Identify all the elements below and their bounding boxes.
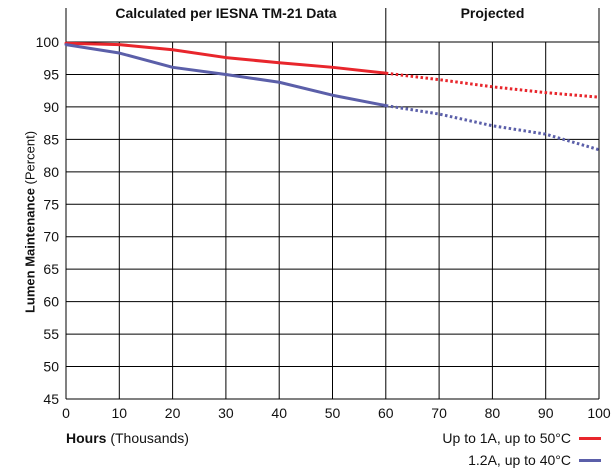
x-tick-label: 10 xyxy=(112,405,128,421)
y-tick-label: 65 xyxy=(43,261,59,277)
series-0-calculated-line xyxy=(64,41,388,75)
x-tick-label: 90 xyxy=(538,405,554,421)
y-tick-label: 75 xyxy=(43,196,59,212)
y-tick-label: 100 xyxy=(36,34,60,50)
x-axis-label-bold: Hours xyxy=(66,430,107,446)
series-lines xyxy=(64,41,600,152)
y-axis-label-bold: Lumen Maintenance xyxy=(22,188,38,314)
series-0-projected-line xyxy=(385,71,600,99)
y-tick-label: 95 xyxy=(43,66,59,82)
y-tick-label: 85 xyxy=(43,131,59,147)
legend-item-1-2a: 1.2A, up to 40°C xyxy=(468,452,601,468)
legend-label-1-2a: 1.2A, up to 40°C xyxy=(468,452,571,468)
legend-label-1a: Up to 1A, up to 50°C xyxy=(442,430,571,446)
x-axis-label-unit: (Thousands) xyxy=(106,430,189,446)
legend-swatch-blue xyxy=(579,458,601,462)
y-tick-label: 90 xyxy=(43,99,59,115)
header-projected: Projected xyxy=(460,5,525,21)
x-tick-label: 70 xyxy=(431,405,447,421)
y-tick-label: 70 xyxy=(43,229,59,245)
x-tick-label: 0 xyxy=(62,405,70,421)
y-axis-label: Lumen Maintenance (Percent) xyxy=(23,131,38,313)
x-axis-label: Hours (Thousands) xyxy=(66,430,189,446)
y-tick-label: 60 xyxy=(43,294,59,310)
y-axis-label-unit: (Percent) xyxy=(22,130,38,189)
x-tick-label: 20 xyxy=(165,405,181,421)
x-tick-label: 50 xyxy=(325,405,341,421)
series-1-projected-line xyxy=(385,104,600,152)
grid xyxy=(65,8,600,400)
header-calculated: Calculated per IESNA TM-21 Data xyxy=(115,5,337,21)
x-tick-label: 40 xyxy=(271,405,287,421)
x-tick-label: 30 xyxy=(218,405,234,421)
legend-swatch-red xyxy=(579,436,601,440)
y-tick-label: 55 xyxy=(43,326,59,342)
x-tick-label: 80 xyxy=(485,405,501,421)
y-tick-label: 80 xyxy=(43,164,59,180)
series-1-calculated-line xyxy=(64,43,388,108)
y-tick-label: 50 xyxy=(43,359,59,375)
x-tick-label: 60 xyxy=(378,405,394,421)
x-tick-label: 100 xyxy=(587,405,611,421)
y-tick-label: 45 xyxy=(43,391,59,407)
legend-item-1a: Up to 1A, up to 50°C xyxy=(442,430,601,446)
tick-labels: 45 50 55 60 65 70 75 80 85 90 95 100 0 10 20 30 40 50 60 70… xyxy=(36,34,611,421)
